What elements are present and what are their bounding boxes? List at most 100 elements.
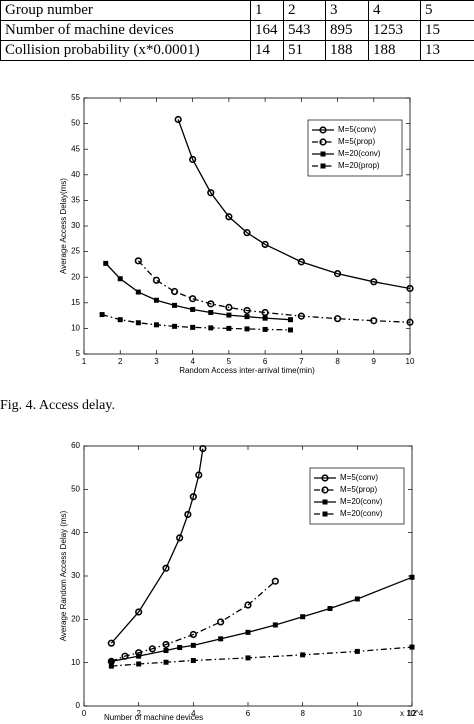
legend-marker: [321, 486, 329, 494]
marker: [218, 636, 224, 642]
legend-label: M=20(prop): [338, 161, 380, 170]
legend-marker: [322, 511, 328, 517]
marker: [354, 596, 360, 602]
marker: [243, 229, 251, 237]
marker: [262, 326, 268, 332]
table-cell: Collision probability (x*0.0001): [0, 40, 251, 61]
series-line: [111, 580, 276, 662]
table-cell: 188: [368, 40, 421, 61]
marker: [190, 642, 196, 648]
legend-label: M=5(prop): [340, 485, 377, 494]
marker: [370, 278, 378, 286]
marker: [153, 322, 159, 328]
marker: [300, 652, 306, 658]
table-cell: 1253: [368, 20, 421, 41]
marker: [297, 258, 305, 266]
marker: [225, 213, 233, 221]
y-tick-label: 30: [71, 221, 80, 230]
x-tick-label: 2: [136, 709, 141, 718]
marker: [117, 317, 123, 323]
marker: [243, 306, 251, 315]
caption: Fig. 4. Access delay.: [0, 398, 115, 413]
series-line: [110, 448, 204, 644]
marker: [189, 295, 197, 303]
legend-marker: [319, 138, 327, 146]
marker: [217, 618, 225, 626]
marker: [226, 325, 232, 331]
series-line: [137, 260, 411, 323]
marker: [135, 608, 143, 616]
marker: [199, 445, 207, 453]
marker: [117, 276, 123, 282]
marker: [136, 653, 142, 659]
marker: [245, 629, 251, 635]
y-tick-label: 35: [71, 196, 80, 205]
marker: [244, 601, 252, 609]
x-axis-label: Random Access inter-arrival time(min): [179, 366, 315, 375]
y-tick-label: 45: [71, 144, 80, 153]
legend-marker: [320, 163, 326, 169]
y-tick-label: 25: [71, 247, 80, 256]
x-tick-label: 8: [300, 709, 305, 718]
legend-label: M=5(conv): [338, 125, 376, 134]
marker: [300, 614, 306, 620]
marker: [172, 323, 178, 329]
marker: [162, 564, 170, 572]
marker: [177, 645, 183, 650]
x-tick-label: 6: [246, 709, 251, 718]
marker: [208, 325, 214, 331]
legend-label: M=5(prop): [338, 137, 375, 146]
x-tick-label: 3: [154, 357, 159, 366]
legend-marker: [320, 151, 326, 157]
marker: [148, 645, 156, 653]
marker: [287, 327, 293, 333]
x-tick-label: 6: [263, 357, 268, 366]
marker: [163, 659, 169, 665]
marker: [225, 303, 233, 312]
series-line: [101, 313, 291, 331]
marker: [189, 493, 197, 501]
marker: [333, 315, 342, 323]
x-tick-label: 5: [227, 357, 232, 366]
marker: [226, 312, 232, 318]
marker: [103, 260, 109, 266]
marker: [207, 189, 215, 197]
y-tick-label: 50: [71, 119, 80, 128]
marker: [409, 644, 415, 650]
y-tick-label: 40: [71, 528, 80, 537]
y-tick-label: 20: [71, 272, 80, 281]
marker: [244, 326, 250, 332]
marker: [189, 630, 197, 639]
marker: [108, 658, 114, 664]
table-cell: 51: [283, 40, 326, 61]
x-tick-label: 12: [408, 709, 417, 718]
marker: [261, 308, 269, 317]
y-tick-label: 5: [76, 349, 81, 358]
y-tick-label: 15: [71, 298, 80, 307]
y-tick-label: 60: [71, 441, 80, 450]
marker: [135, 289, 141, 295]
marker: [136, 661, 142, 667]
marker: [107, 639, 115, 647]
marker: [134, 257, 142, 265]
marker: [354, 648, 360, 654]
table-cell: 543: [283, 20, 326, 41]
marker: [190, 306, 196, 312]
x-tick-label: 0: [82, 709, 87, 718]
marker: [244, 314, 250, 320]
table-cell: 13: [420, 40, 474, 61]
marker: [170, 287, 179, 296]
x-axis-label: Number of machine devices: [104, 713, 203, 722]
y-tick-label: 55: [71, 93, 80, 102]
marker: [162, 640, 170, 649]
series-line: [177, 119, 411, 290]
series-line: [111, 576, 413, 663]
marker: [163, 648, 169, 654]
legend-label: M=20(conv): [338, 149, 381, 158]
y-tick-label: 30: [71, 571, 80, 580]
x-tick-label: 1: [82, 357, 87, 366]
marker: [262, 315, 268, 321]
marker: [152, 276, 161, 284]
y-tick-label: 50: [71, 484, 80, 493]
